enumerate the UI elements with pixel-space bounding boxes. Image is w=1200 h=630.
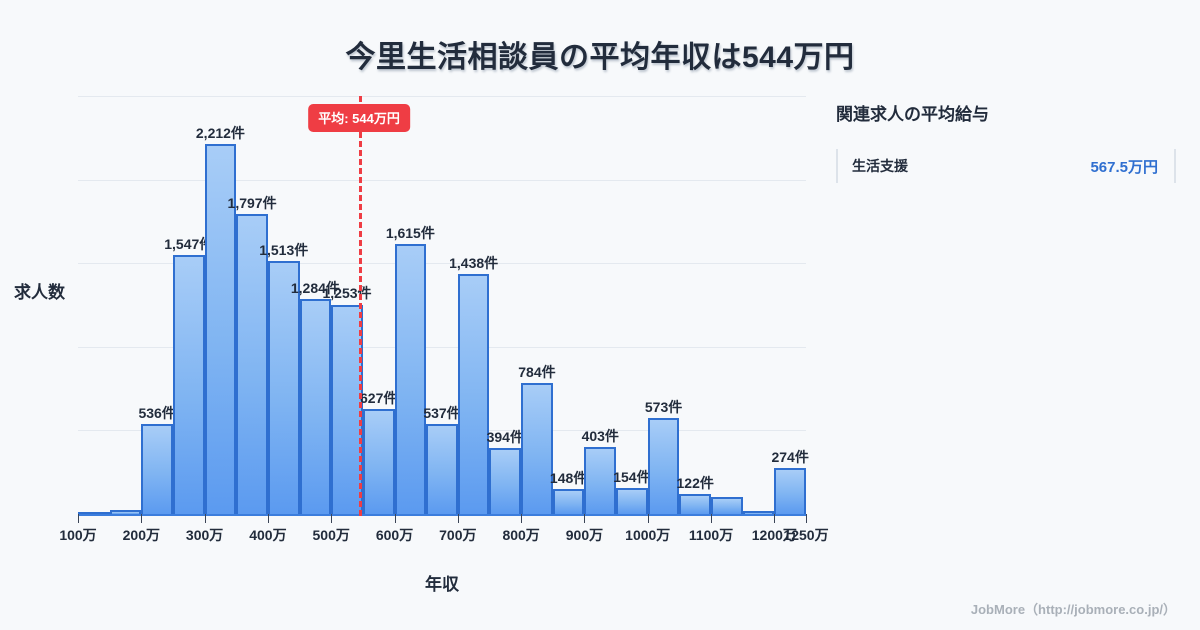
panel-row-name: 生活支援	[852, 158, 908, 174]
bar[interactable]	[236, 213, 268, 514]
gridline	[78, 96, 806, 97]
bar[interactable]	[679, 493, 712, 514]
bar-value-label: 1,284件	[290, 280, 340, 297]
bar[interactable]	[267, 261, 300, 514]
x-axis-tick-label: 1200万	[751, 527, 797, 543]
bar[interactable]	[584, 446, 617, 514]
bar[interactable]	[552, 489, 585, 514]
gridline	[78, 263, 806, 265]
bar[interactable]	[172, 255, 205, 514]
x-axis-line	[78, 514, 806, 516]
x-axis-tick-label: 100万	[59, 527, 97, 543]
bar-value-label: 122件	[676, 474, 714, 491]
bar[interactable]	[331, 304, 363, 514]
bar[interactable]	[647, 418, 680, 514]
bar-value-label: 627件	[360, 390, 398, 407]
bar[interactable]	[141, 424, 173, 514]
gridline	[78, 179, 806, 181]
bar[interactable]	[774, 468, 806, 514]
bars-container: 536件 1,547件 2,212件 1,797件 1,513件 1,284件 1,253件…	[78, 96, 809, 514]
x-axis-tick	[774, 514, 776, 523]
bar-value-label: 1,615件	[385, 224, 435, 241]
bar[interactable]	[78, 512, 110, 514]
x-axis-tick-label: 1250万	[783, 527, 829, 543]
bar-value-label: 1,797件	[227, 194, 277, 211]
bar[interactable]	[711, 497, 743, 514]
x-axis-tick	[457, 514, 459, 523]
x-axis-tick-label: 600万	[375, 527, 414, 543]
x-axis-tick-label: 800万	[502, 527, 540, 543]
x-axis-tick	[394, 514, 396, 523]
x-axis-tick-label: 900万	[565, 527, 604, 543]
panel-rows: 生活支援 567.5万円	[836, 149, 1176, 183]
chart-plot-area: 536件 1,547件 2,212件 1,797件 1,513件 1,284件 1,253件…	[78, 96, 809, 516]
x-axis-tick	[331, 514, 333, 523]
bar-value-label: 536件	[138, 405, 176, 422]
x-axis-tick	[711, 514, 713, 523]
x-axis-tick	[204, 514, 206, 523]
bar-value-label: 1,438件	[449, 254, 499, 271]
bar[interactable]	[616, 488, 648, 514]
bar-value-label: 394件	[486, 429, 524, 446]
panel-title: 関連求人の平均給与	[836, 105, 989, 124]
bar[interactable]	[394, 243, 427, 514]
bar-value-label: 1,253件	[322, 285, 372, 302]
x-axis-tick	[78, 514, 79, 523]
bar-value-label: 274件	[771, 449, 809, 466]
x-axis-tick	[647, 514, 649, 523]
x-axis-tick	[141, 514, 143, 523]
x-axis-title: 年収	[425, 575, 459, 594]
x-axis-tick-label: 400万	[249, 527, 287, 543]
x-axis-tick-label: 1000万	[625, 527, 671, 543]
bar[interactable]	[426, 424, 458, 514]
x-axis-tick-label: 1100万	[688, 527, 734, 543]
bar[interactable]	[204, 144, 237, 514]
bar-value-label: 1,547件	[164, 236, 214, 253]
panel-row-value: 567.5万円	[1090, 158, 1158, 176]
bar-value-label: 784件	[518, 363, 556, 380]
y-axis-title: 求人数	[14, 283, 65, 302]
average-badge: 平均: 544万円	[308, 104, 410, 132]
bar-value-label: 537件	[423, 405, 461, 422]
bar-value-label: 1,513件	[259, 242, 309, 259]
x-axis-tick-label: 300万	[185, 527, 224, 543]
gridline	[78, 346, 806, 348]
average-line	[359, 96, 363, 516]
bar[interactable]	[742, 511, 775, 514]
bar-value-label: 154件	[613, 469, 651, 486]
x-axis-tick	[267, 514, 269, 523]
x-axis-tick-label: 200万	[122, 527, 160, 543]
bar[interactable]	[109, 510, 142, 514]
bar[interactable]	[489, 448, 522, 514]
bar-value-label: 2,212件	[195, 125, 245, 142]
bar[interactable]	[362, 409, 395, 514]
bar-value-label: 148件	[549, 470, 588, 487]
x-axis-tick	[806, 514, 807, 523]
x-axis-tick-label: 500万	[312, 527, 350, 543]
related-salary-panel: 関連求人の平均給与 生活支援 567.5万円	[836, 100, 1176, 183]
footer-attribution: JobMore（http://jobmore.co.jp/）	[970, 602, 1176, 617]
bar[interactable]	[299, 299, 332, 514]
bar[interactable]	[521, 382, 553, 514]
bar[interactable]	[457, 273, 490, 514]
bar-value-label: 403件	[581, 427, 619, 444]
bar-value-label: 573件	[644, 399, 683, 416]
x-axis-tick	[584, 514, 586, 523]
x-axis-tick-label: 700万	[439, 527, 477, 543]
x-axis-tick	[521, 514, 523, 523]
panel-row: 生活支援 567.5万円	[836, 149, 1176, 183]
page-title: 今里生活相談員の平均年収は544万円	[345, 41, 855, 74]
